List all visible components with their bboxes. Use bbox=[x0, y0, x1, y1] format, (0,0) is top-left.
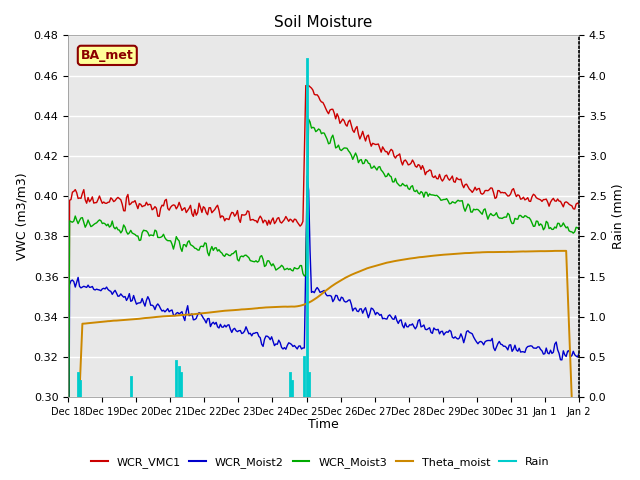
Y-axis label: VWC (m3/m3): VWC (m3/m3) bbox=[15, 172, 28, 260]
Title: Soil Moisture: Soil Moisture bbox=[275, 15, 372, 30]
Y-axis label: Rain (mm): Rain (mm) bbox=[612, 183, 625, 249]
X-axis label: Time: Time bbox=[308, 419, 339, 432]
Legend: WCR_VMC1, WCR_Moist2, WCR_Moist3, Theta_moist, Rain: WCR_VMC1, WCR_Moist2, WCR_Moist3, Theta_… bbox=[86, 452, 554, 472]
Text: BA_met: BA_met bbox=[81, 49, 134, 62]
